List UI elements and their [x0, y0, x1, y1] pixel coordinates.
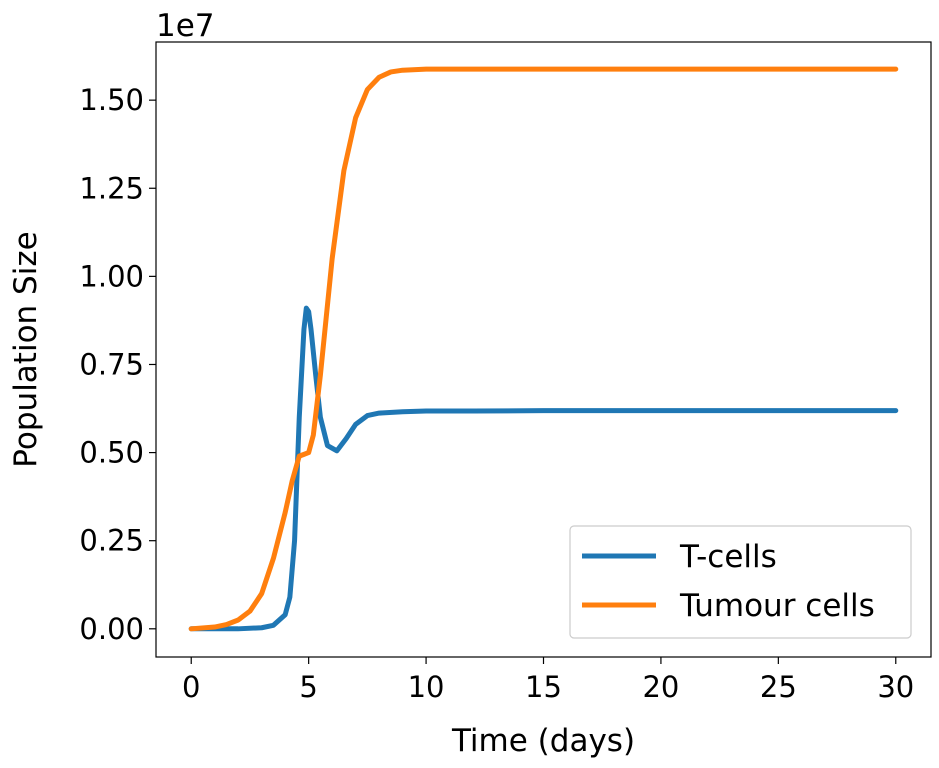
legend-label-1: T-cells	[679, 539, 777, 575]
x-axis: 0 5 10 15 20 25 30	[182, 657, 914, 704]
y-tick-label: 1.25	[79, 171, 144, 205]
legend: T-cells Tumour cells	[569, 525, 912, 639]
x-tick-label: 5	[299, 670, 317, 704]
x-tick-label: 0	[182, 670, 200, 704]
y-tick-label: 0.50	[79, 436, 144, 470]
x-axis-label: Time (days)	[451, 723, 635, 759]
y-tick-label: 0.25	[79, 524, 144, 558]
x-tick-label: 30	[877, 670, 914, 704]
y-axis: 0.00 0.25 0.50 0.75 1.00 1.25 1.50	[79, 83, 156, 646]
x-tick-label: 25	[760, 670, 797, 704]
series-line-2	[188, 66, 899, 632]
y-tick-label: 1.00	[79, 259, 144, 293]
y-tick-label: 0.00	[79, 612, 144, 646]
y-axis-multiplier-label: 1e7	[156, 8, 215, 44]
legend-label-2: Tumour cells	[679, 588, 875, 624]
plot-lines	[188, 66, 899, 632]
y-tick-label: 1.50	[79, 83, 144, 117]
y-tick-label: 0.75	[79, 347, 144, 381]
x-tick-label: 15	[525, 670, 562, 704]
x-tick-label: 10	[408, 670, 445, 704]
y-axis-label: Population Size	[8, 231, 44, 467]
x-tick-label: 20	[642, 670, 679, 704]
